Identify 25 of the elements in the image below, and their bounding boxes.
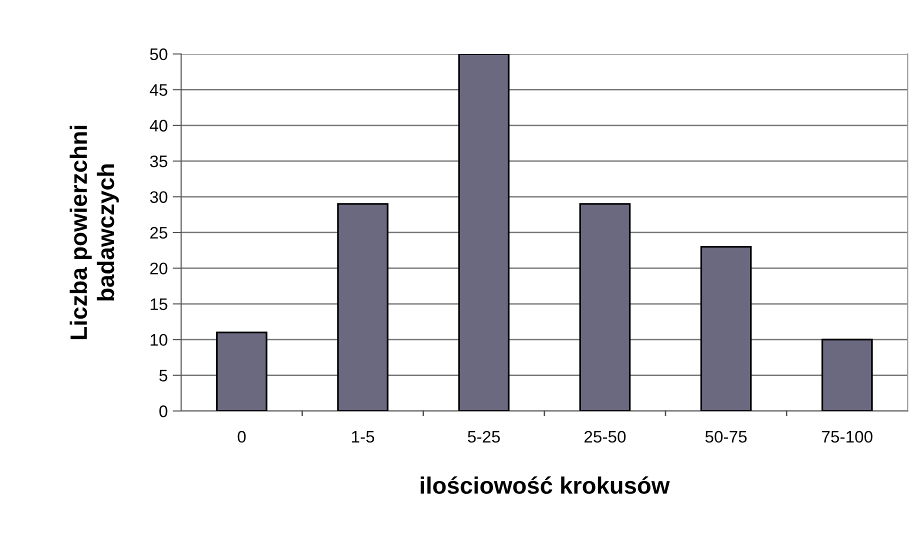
bar bbox=[579, 203, 631, 411]
y-axis-title: Liczba powierzchni badawczych bbox=[70, 126, 119, 340]
y-tick-label: 35 bbox=[150, 155, 168, 168]
y-tick-label: 30 bbox=[150, 191, 168, 203]
x-tick-label: 50-75 bbox=[705, 430, 747, 443]
y-tick-label: 5 bbox=[159, 370, 168, 382]
bar bbox=[458, 54, 510, 411]
y-tick-label: 20 bbox=[150, 262, 168, 274]
y-tick-label: 40 bbox=[150, 120, 168, 132]
x-tick-label: 25-50 bbox=[584, 430, 626, 443]
y-tick-label: 0 bbox=[159, 405, 168, 418]
y-tick-label: 50 bbox=[150, 48, 168, 60]
y-tick-label: 10 bbox=[150, 334, 168, 346]
x-tick-label: 1-5 bbox=[352, 431, 374, 443]
y-tick-label: 25 bbox=[150, 226, 168, 239]
y-tick-label: 45 bbox=[150, 84, 168, 96]
bar bbox=[216, 332, 268, 411]
x-axis-title: ilościowość krokusów bbox=[420, 476, 670, 494]
y-tick-label: 15 bbox=[150, 298, 168, 310]
bar bbox=[337, 203, 388, 411]
x-tick-label: 75-100 bbox=[822, 430, 872, 443]
x-tick-label: 5-25 bbox=[468, 430, 500, 443]
bar bbox=[700, 246, 752, 411]
bar bbox=[821, 338, 873, 411]
x-tick-label: 0 bbox=[238, 430, 246, 443]
